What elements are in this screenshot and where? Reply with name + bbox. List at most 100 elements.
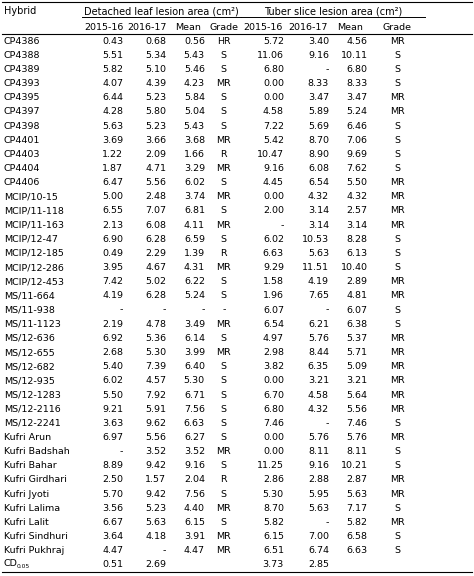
Text: S: S xyxy=(221,107,227,116)
Text: 5.82: 5.82 xyxy=(346,518,367,527)
Text: 4.47: 4.47 xyxy=(184,546,205,555)
Text: 3.74: 3.74 xyxy=(184,192,205,202)
Text: 2.13: 2.13 xyxy=(102,221,123,230)
Text: 4.67: 4.67 xyxy=(146,263,166,272)
Text: MR: MR xyxy=(390,334,405,343)
Text: 6.58: 6.58 xyxy=(346,532,367,541)
Text: 6.13: 6.13 xyxy=(346,249,367,258)
Text: 5.40: 5.40 xyxy=(102,362,123,371)
Text: 7.56: 7.56 xyxy=(184,490,205,499)
Text: 9.29: 9.29 xyxy=(263,263,284,272)
Text: 1.96: 1.96 xyxy=(263,291,284,301)
Text: 6.14: 6.14 xyxy=(184,334,205,343)
Text: 3.47: 3.47 xyxy=(346,93,367,102)
Text: 6.80: 6.80 xyxy=(346,65,367,74)
Text: 4.19: 4.19 xyxy=(102,291,123,301)
Text: 3.47: 3.47 xyxy=(308,93,329,102)
Text: 5.02: 5.02 xyxy=(146,277,166,286)
Text: 2016-17: 2016-17 xyxy=(127,22,166,32)
Text: MR: MR xyxy=(390,192,405,202)
Text: -: - xyxy=(281,221,284,230)
Text: 5.56: 5.56 xyxy=(146,433,166,442)
Text: 3.21: 3.21 xyxy=(308,376,329,385)
Text: -: - xyxy=(326,518,329,527)
Text: 5.00: 5.00 xyxy=(102,192,123,202)
Text: 6.92: 6.92 xyxy=(102,334,123,343)
Text: MS/12-2116: MS/12-2116 xyxy=(4,405,61,414)
Text: 3.52: 3.52 xyxy=(184,447,205,456)
Text: 5.76: 5.76 xyxy=(308,433,329,442)
Text: 3.21: 3.21 xyxy=(346,376,367,385)
Text: MR: MR xyxy=(390,362,405,371)
Text: MCIP/12-286: MCIP/12-286 xyxy=(4,263,64,272)
Text: 8.33: 8.33 xyxy=(346,79,367,88)
Text: -: - xyxy=(163,306,166,314)
Text: 2.00: 2.00 xyxy=(263,206,284,215)
Text: 4.32: 4.32 xyxy=(308,405,329,414)
Text: 6.28: 6.28 xyxy=(146,291,166,301)
Text: 8.70: 8.70 xyxy=(308,136,329,145)
Text: MS/11-664: MS/11-664 xyxy=(4,291,55,301)
Text: Grade: Grade xyxy=(383,22,412,32)
Text: CD: CD xyxy=(4,559,18,569)
Text: 5.70: 5.70 xyxy=(102,490,123,499)
Text: 2.48: 2.48 xyxy=(146,192,166,202)
Text: 10.47: 10.47 xyxy=(257,150,284,159)
Text: -: - xyxy=(201,306,205,314)
Text: 5.80: 5.80 xyxy=(146,107,166,116)
Text: 6.22: 6.22 xyxy=(184,277,205,286)
Text: R: R xyxy=(220,475,227,484)
Text: 7.46: 7.46 xyxy=(346,419,367,428)
Text: MR: MR xyxy=(217,263,231,272)
Text: 8.44: 8.44 xyxy=(308,348,329,357)
Text: CP4388: CP4388 xyxy=(4,51,40,60)
Text: 10.53: 10.53 xyxy=(302,235,329,244)
Text: MS/12-636: MS/12-636 xyxy=(4,334,55,343)
Text: MR: MR xyxy=(390,433,405,442)
Text: S: S xyxy=(221,65,227,74)
Text: 5.23: 5.23 xyxy=(145,93,166,102)
Text: CP4386: CP4386 xyxy=(4,37,40,46)
Text: S: S xyxy=(221,376,227,385)
Text: 11.06: 11.06 xyxy=(257,51,284,60)
Text: MR: MR xyxy=(390,518,405,527)
Text: 5.63: 5.63 xyxy=(308,504,329,513)
Text: 2.09: 2.09 xyxy=(146,150,166,159)
Text: 2016-17: 2016-17 xyxy=(289,22,328,32)
Text: 5.89: 5.89 xyxy=(308,107,329,116)
Text: 9.16: 9.16 xyxy=(184,461,205,471)
Text: S: S xyxy=(221,178,227,187)
Text: 5.51: 5.51 xyxy=(102,51,123,60)
Text: 5.10: 5.10 xyxy=(146,65,166,74)
Text: S: S xyxy=(221,518,227,527)
Text: 4.47: 4.47 xyxy=(102,546,123,555)
Text: Kufri Arun: Kufri Arun xyxy=(4,433,51,442)
Text: 6.15: 6.15 xyxy=(184,518,205,527)
Text: Detached leaf lesion area (cm²): Detached leaf lesion area (cm²) xyxy=(84,6,239,16)
Text: S: S xyxy=(394,263,400,272)
Text: S: S xyxy=(394,122,400,131)
Text: 6.54: 6.54 xyxy=(308,178,329,187)
Text: Kufri Girdhari: Kufri Girdhari xyxy=(4,475,67,484)
Text: S: S xyxy=(221,93,227,102)
Text: 3.99: 3.99 xyxy=(184,348,205,357)
Text: Kufri Jyoti: Kufri Jyoti xyxy=(4,490,49,499)
Text: 2.04: 2.04 xyxy=(184,475,205,484)
Text: S: S xyxy=(221,490,227,499)
Text: 8.90: 8.90 xyxy=(308,150,329,159)
Text: 3.56: 3.56 xyxy=(102,504,123,513)
Text: 6.67: 6.67 xyxy=(102,518,123,527)
Text: 5.63: 5.63 xyxy=(308,249,329,258)
Text: 5.64: 5.64 xyxy=(346,391,367,400)
Text: 7.62: 7.62 xyxy=(346,164,367,173)
Text: MR: MR xyxy=(390,277,405,286)
Text: 6.59: 6.59 xyxy=(184,235,205,244)
Text: 7.07: 7.07 xyxy=(146,206,166,215)
Text: S: S xyxy=(394,447,400,456)
Text: 5.71: 5.71 xyxy=(346,348,367,357)
Text: 4.56: 4.56 xyxy=(346,37,367,46)
Text: 2.88: 2.88 xyxy=(308,475,329,484)
Text: 5.09: 5.09 xyxy=(346,362,367,371)
Text: MCIP/10-15: MCIP/10-15 xyxy=(4,192,58,202)
Text: S: S xyxy=(221,433,227,442)
